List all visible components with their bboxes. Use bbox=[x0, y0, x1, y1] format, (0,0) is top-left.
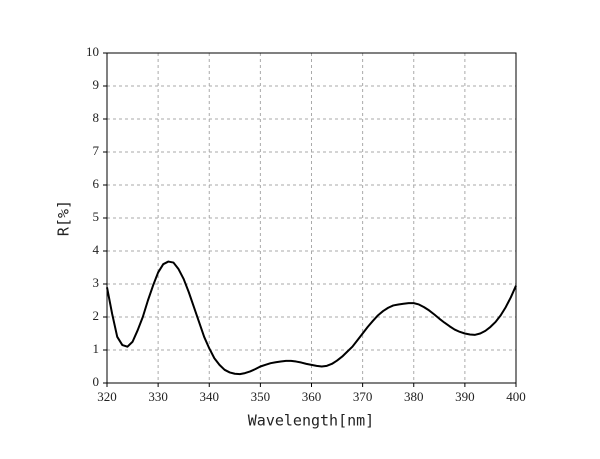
y-tick-label: 10 bbox=[86, 44, 99, 59]
y-tick-label: 5 bbox=[93, 209, 100, 224]
x-tick-label: 400 bbox=[506, 389, 526, 404]
x-tick-label: 350 bbox=[251, 389, 271, 404]
y-axis-title: R[%] bbox=[55, 200, 73, 236]
plot-frame bbox=[106, 52, 517, 384]
y-tick-label: 7 bbox=[93, 143, 100, 158]
y-tick-label: 0 bbox=[93, 374, 100, 389]
x-tick-label: 370 bbox=[353, 389, 373, 404]
x-tick-label: 330 bbox=[148, 389, 168, 404]
data-line bbox=[106, 260, 517, 376]
x-tick-label: 320 bbox=[97, 389, 117, 404]
x-axis-title: Wavelength[nm] bbox=[248, 412, 374, 430]
x-tick-label: 340 bbox=[200, 389, 220, 404]
y-tick-label: 9 bbox=[93, 77, 100, 92]
y-tick-label: 4 bbox=[93, 242, 100, 257]
y-tick-label: 1 bbox=[93, 341, 100, 356]
x-tick-label: 360 bbox=[302, 389, 322, 404]
y-tick-label: 6 bbox=[93, 176, 100, 191]
y-tick-label: 8 bbox=[93, 110, 100, 125]
x-tick-label: 380 bbox=[404, 389, 424, 404]
y-tick-label: 2 bbox=[93, 308, 100, 323]
y-tick-label: 3 bbox=[93, 275, 100, 290]
x-tick-label: 390 bbox=[455, 389, 475, 404]
